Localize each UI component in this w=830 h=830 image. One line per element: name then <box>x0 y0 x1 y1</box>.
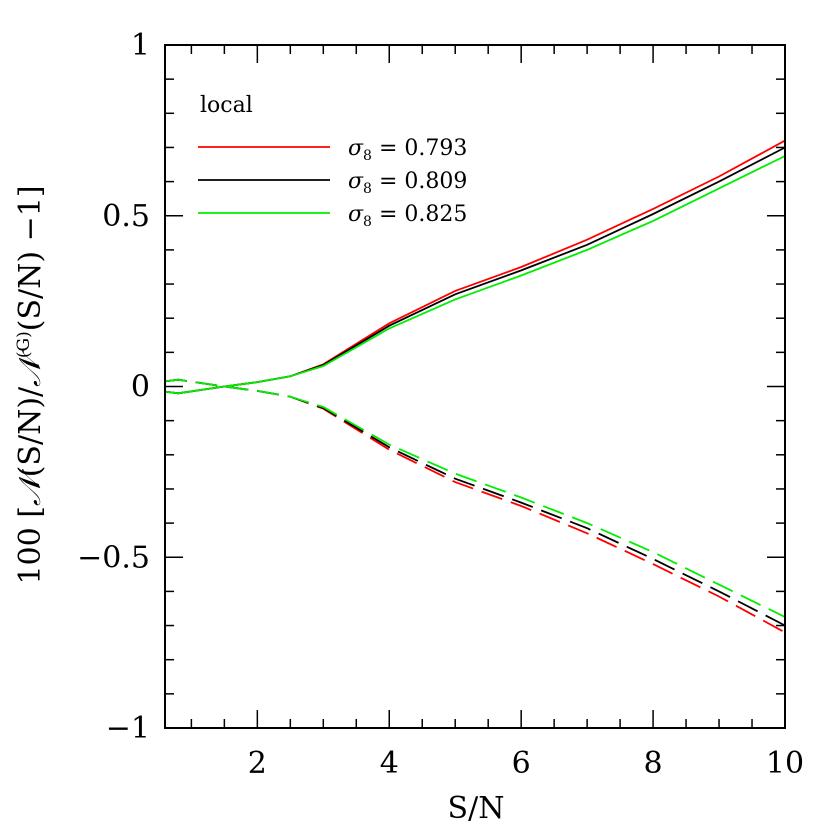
y-tick-label: 0 <box>131 370 150 405</box>
y-axis-label: 100 [𝒩(S/N)/𝒩(G)(S/N) −1] <box>13 185 48 584</box>
series-dashed-0.793 <box>164 378 786 634</box>
legend-title: local <box>200 93 253 118</box>
legend-label-0.793: σ8 = 0.793 <box>348 136 467 164</box>
x-axis-label: S/N <box>448 791 505 826</box>
tick-labels: 2 4 6 8 10 −1 −0.5 0 0.5 1 <box>77 28 804 781</box>
x-tick-label: 2 <box>248 746 267 781</box>
y-label-prefix: 100 [ <box>13 506 48 585</box>
x-tick-label: 8 <box>644 746 663 781</box>
plot-lines <box>164 139 786 634</box>
y-label-mid1: (S/N)/ <box>13 386 48 477</box>
series-solid-0.825 <box>164 155 786 395</box>
y-tick-label: 0.5 <box>102 199 150 234</box>
legend-label-0.825: σ8 = 0.825 <box>348 202 467 230</box>
y-label-mid2: (S/N) −1] <box>13 185 48 331</box>
series-solid-0.793 <box>164 139 786 395</box>
series-solid-0.809 <box>164 146 786 395</box>
y-tick-label: −0.5 <box>77 540 150 575</box>
series-dashed-0.825 <box>164 378 786 618</box>
x-tick-label: 10 <box>766 746 804 781</box>
x-tick-label: 6 <box>512 746 531 781</box>
axis-ticks <box>165 44 786 729</box>
x-tick-label: 4 <box>380 746 399 781</box>
y-tick-label: 1 <box>131 28 150 63</box>
legend: local σ8 = 0.793 σ8 = 0.809 σ8 = 0.825 <box>198 93 467 230</box>
series-dashed-0.809 <box>164 378 786 627</box>
y-label-sup: (G) <box>14 331 34 358</box>
legend-label-0.809: σ8 = 0.809 <box>348 169 467 197</box>
y-tick-label: −1 <box>106 711 150 746</box>
